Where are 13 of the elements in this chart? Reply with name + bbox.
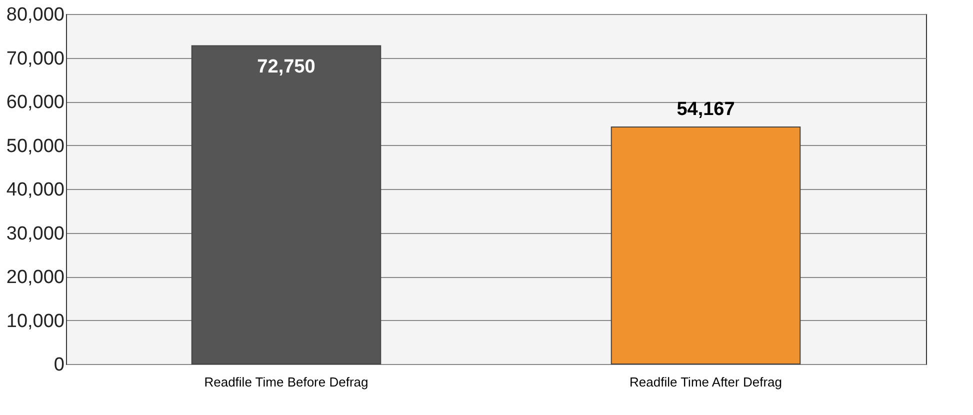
data-label: 54,167 (676, 99, 735, 120)
data-label: 72,750 (257, 56, 316, 78)
y-tick-label: 40,000 (6, 180, 64, 200)
x-tick-label: Readfile Time Before Defrag (204, 374, 368, 390)
y-tick-label: 80,000 (6, 4, 64, 26)
y-tick-label: 0 (54, 354, 64, 376)
y-tick-label: 30,000 (6, 223, 64, 244)
x-tick-label: Readfile Time After Defrag (630, 374, 782, 390)
y-tick-label: 20,000 (6, 267, 64, 288)
y-tick-label: 60,000 (6, 92, 64, 113)
y-tick-label: 10,000 (6, 310, 64, 332)
y-tick-label: 50,000 (6, 136, 64, 157)
y-tick-label: 70,000 (6, 48, 64, 70)
